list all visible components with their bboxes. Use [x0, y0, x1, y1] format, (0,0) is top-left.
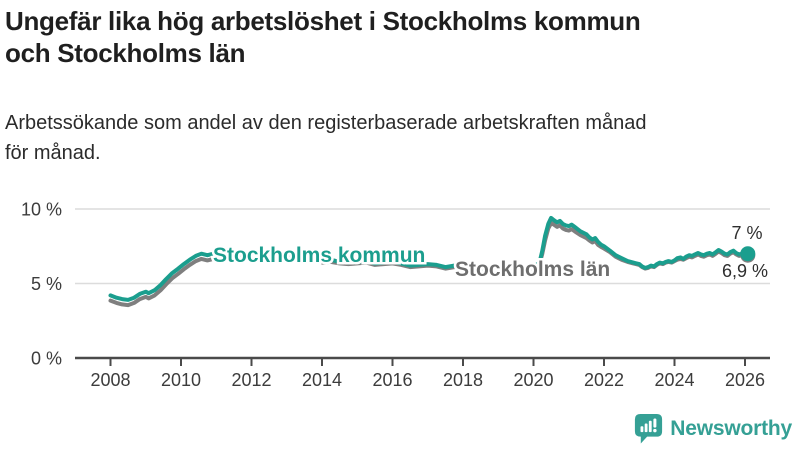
chart-line-stockholms-kommun — [108, 215, 750, 302]
end-dot-stockholms-kommun — [740, 246, 756, 262]
x-tick-label: 2008 — [90, 370, 130, 390]
end-value-label-stockholms-kommun: 7 % — [731, 223, 762, 243]
chart-subtitle-line-2: för månad. — [5, 142, 101, 164]
chart-header: Ungefär lika hög arbetslöshet i Stockhol… — [5, 5, 785, 69]
x-tick-label: 2010 — [161, 370, 201, 390]
x-tick-label: 2022 — [584, 370, 624, 390]
x-tick-label: 2018 — [443, 370, 483, 390]
chart-subtitle: Arbetssökande som andel av den registerb… — [5, 108, 785, 168]
chart-subtitle-line-1: Arbetssökande som andel av den registerb… — [5, 112, 647, 134]
x-tick-label: 2014 — [302, 370, 342, 390]
x-tick-label: 2020 — [513, 370, 553, 390]
x-tick-label: 2024 — [654, 370, 694, 390]
newsworthy-logo[interactable]: Newsworthy — [634, 413, 792, 444]
x-tick-label: 2026 — [725, 370, 765, 390]
newsworthy-logo-text: Newsworthy — [670, 416, 792, 440]
y-tick-label: 5 % — [31, 274, 62, 294]
y-tick-label: 0 % — [31, 349, 62, 369]
series-label-stockholms-kommun: Stockholms kommun — [213, 244, 425, 267]
end-value-label-stockholms-l-n: 6,9 % — [722, 261, 768, 281]
page-title: Ungefär lika hög arbetslöshet i Stockhol… — [5, 5, 785, 69]
y-tick-label: 10 % — [21, 200, 62, 220]
bar-chart-speech-bubble-icon — [635, 414, 663, 444]
page-title-line-2: och Stockholms län — [5, 38, 246, 69]
x-tick-label: 2016 — [372, 370, 412, 390]
page-title-line-1: Ungefär lika hög arbetslöshet i Stockhol… — [5, 6, 641, 36]
x-tick-label: 2012 — [231, 370, 271, 390]
series-label-stockholms-l-n: Stockholms län — [455, 258, 610, 281]
